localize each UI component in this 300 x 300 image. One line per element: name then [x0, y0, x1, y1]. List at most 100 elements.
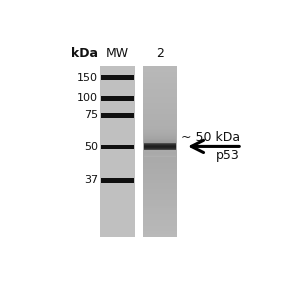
Bar	[143, 75, 177, 77]
Bar	[145, 125, 176, 126]
Bar	[145, 130, 176, 131]
Bar	[135, 66, 143, 237]
Bar	[143, 186, 177, 188]
Bar	[143, 115, 177, 117]
Bar	[145, 156, 176, 157]
Bar	[143, 217, 177, 220]
Bar	[143, 129, 177, 132]
Bar	[143, 146, 177, 149]
Bar	[143, 180, 177, 183]
Bar	[143, 98, 177, 100]
Text: p53: p53	[216, 149, 240, 162]
Bar	[143, 171, 177, 174]
Bar	[143, 228, 177, 231]
Bar	[143, 214, 177, 217]
Bar	[145, 123, 176, 124]
Text: MW: MW	[106, 47, 129, 60]
Bar	[143, 86, 177, 89]
Bar	[145, 136, 176, 137]
Bar	[143, 66, 177, 69]
Bar	[101, 145, 134, 149]
Bar	[145, 137, 176, 138]
Text: 50: 50	[84, 142, 98, 152]
Bar	[143, 117, 177, 120]
Bar	[145, 129, 176, 130]
Bar	[101, 113, 134, 118]
Bar	[143, 103, 177, 106]
Text: 100: 100	[77, 93, 98, 103]
Bar	[143, 123, 177, 126]
Bar	[143, 126, 177, 129]
Bar	[143, 211, 177, 214]
Bar	[145, 132, 176, 133]
Bar	[143, 100, 177, 103]
Bar	[145, 150, 176, 151]
Bar	[143, 188, 177, 191]
Bar	[143, 132, 177, 134]
Bar	[143, 231, 177, 234]
Bar	[145, 154, 176, 155]
Bar	[143, 169, 177, 171]
Bar	[143, 157, 177, 160]
Bar	[143, 160, 177, 163]
Bar	[100, 66, 135, 237]
Bar	[143, 191, 177, 194]
Bar	[143, 177, 177, 180]
Bar	[143, 72, 177, 75]
Bar	[143, 112, 177, 115]
Bar	[101, 178, 134, 183]
Bar	[145, 134, 176, 135]
Bar	[143, 80, 177, 83]
Bar	[143, 174, 177, 177]
Bar	[143, 149, 177, 152]
Bar	[145, 131, 176, 132]
Bar	[143, 92, 177, 94]
Bar	[143, 163, 177, 166]
Bar	[143, 134, 177, 137]
Bar	[143, 200, 177, 203]
Bar	[143, 166, 177, 169]
Bar	[143, 197, 177, 200]
Bar	[143, 140, 177, 143]
Bar	[145, 155, 176, 156]
Text: kDa: kDa	[71, 47, 98, 60]
Bar	[143, 203, 177, 206]
Bar	[143, 234, 177, 237]
Bar	[145, 141, 176, 142]
Bar	[145, 139, 176, 140]
Bar	[143, 152, 177, 154]
Bar	[145, 152, 176, 153]
Bar	[143, 183, 177, 186]
Text: 37: 37	[84, 176, 98, 185]
Bar	[143, 109, 177, 112]
Bar	[145, 154, 176, 155]
Bar	[143, 223, 177, 226]
Bar	[145, 138, 176, 139]
Bar	[145, 122, 176, 123]
Bar	[143, 106, 177, 109]
Text: 75: 75	[84, 110, 98, 120]
Bar	[143, 143, 177, 146]
Bar	[143, 208, 177, 211]
Bar	[145, 133, 176, 134]
Bar	[145, 128, 176, 129]
Bar	[143, 89, 177, 92]
Bar	[145, 153, 176, 154]
Bar	[143, 69, 177, 72]
Bar	[143, 220, 177, 223]
Bar	[143, 94, 177, 98]
Bar	[145, 135, 176, 136]
Bar	[143, 226, 177, 228]
Bar	[145, 142, 176, 143]
Bar	[143, 154, 177, 157]
Bar	[145, 120, 176, 121]
Bar	[143, 120, 177, 123]
Bar	[143, 83, 177, 86]
Bar	[143, 206, 177, 208]
Text: ~ 50 kDa: ~ 50 kDa	[181, 131, 240, 144]
Bar	[101, 75, 134, 80]
Bar	[145, 126, 176, 127]
Bar	[143, 77, 177, 80]
Text: 2: 2	[156, 47, 164, 60]
Bar	[101, 96, 134, 101]
